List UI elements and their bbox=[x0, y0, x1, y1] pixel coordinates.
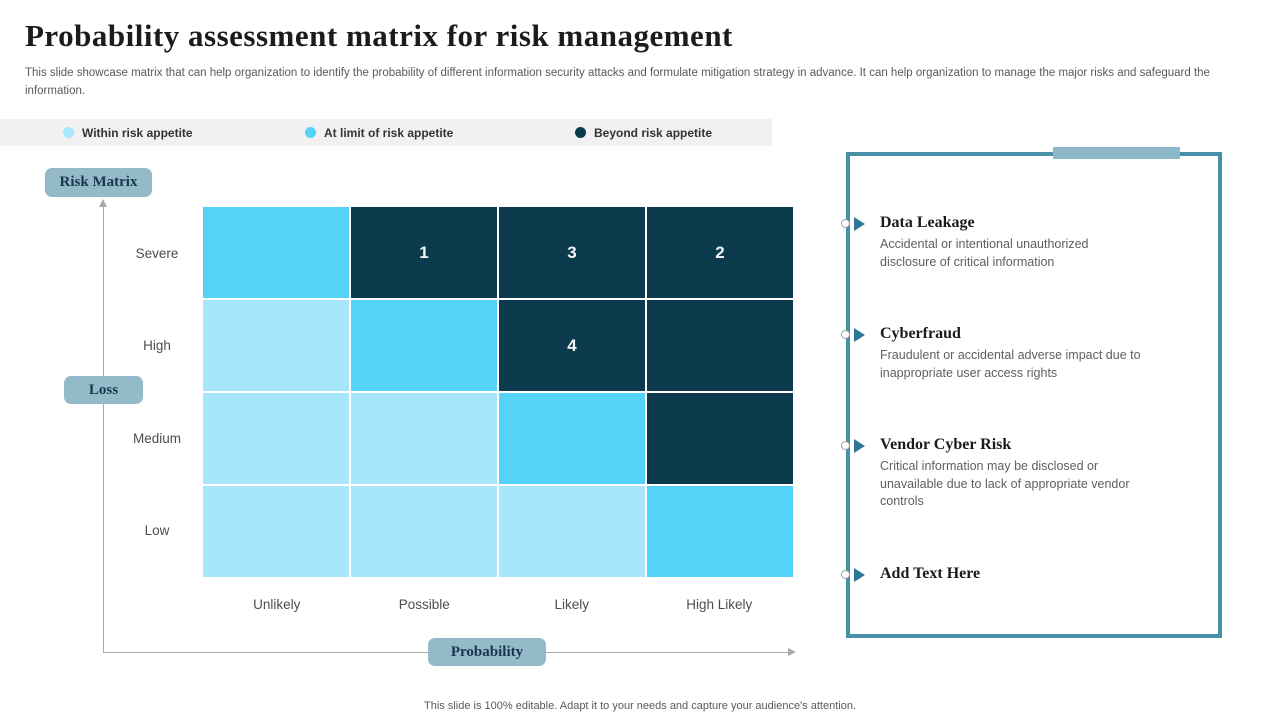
matrix-cell-severe-likely: 3 bbox=[499, 207, 645, 298]
x-axis-arrow-icon bbox=[788, 648, 796, 656]
panel-item-add-text-placeholder[interactable]: Add Text Here bbox=[841, 565, 1218, 583]
connector-circle-icon bbox=[841, 570, 850, 579]
matrix-cell-value: 4 bbox=[567, 335, 577, 355]
panel-item-vendor-cyber-risk: Vendor Cyber Risk Critical information m… bbox=[841, 436, 1218, 511]
matrix-cell-severe-unlikely bbox=[203, 207, 349, 298]
matrix-cell-severe-possible: 1 bbox=[351, 207, 497, 298]
matrix-cell-value: 2 bbox=[715, 242, 725, 262]
probability-axis-badge: Probability bbox=[428, 638, 546, 666]
beyond-risk-appetite-dot-icon bbox=[575, 127, 586, 138]
footer-note: This slide is 100% editable. Adapt it to… bbox=[424, 700, 856, 712]
arrow-right-icon bbox=[854, 439, 865, 453]
legend-item-beyond: Beyond risk appetite bbox=[575, 119, 712, 146]
row-label-low: Low bbox=[144, 523, 170, 539]
row-label-severe: Severe bbox=[135, 245, 179, 261]
arrow-right-icon bbox=[854, 568, 865, 582]
matrix-cell-medium-unlikely bbox=[203, 393, 349, 484]
matrix-cell-medium-high-likely bbox=[647, 393, 793, 484]
panel-tab bbox=[1053, 147, 1180, 159]
within-risk-appetite-dot-icon bbox=[63, 127, 74, 138]
loss-axis-badge: Loss bbox=[64, 376, 143, 404]
matrix-cell-high-likely: 4 bbox=[499, 300, 645, 391]
matrix-cell-high-possible bbox=[351, 300, 497, 391]
matrix-cell-high-unlikely bbox=[203, 300, 349, 391]
column-label-likely: Likely bbox=[554, 596, 589, 612]
row-label-high: High bbox=[143, 338, 171, 354]
matrix-cell-value: 1 bbox=[419, 242, 429, 262]
legend-item-at-limit: At limit of risk appetite bbox=[305, 119, 453, 146]
matrix-column-labels: Unlikely Possible Likely High Likely bbox=[203, 594, 793, 614]
risk-matrix-grid: 1 3 2 4 bbox=[203, 207, 793, 577]
panel-item-description: Accidental or intentional unauthorized d… bbox=[880, 237, 1089, 269]
panel-item-description: Fraudulent or accidental adverse impact … bbox=[880, 348, 1141, 380]
panel-item-cyberfraud: Cyberfraud Fraudulent or accidental adve… bbox=[841, 325, 1218, 382]
matrix-cell-medium-possible bbox=[351, 393, 497, 484]
connector-circle-icon bbox=[841, 330, 850, 339]
y-axis-line bbox=[103, 207, 104, 652]
matrix-cell-value: 3 bbox=[567, 242, 577, 262]
panel-item-description: Critical information may be disclosed or… bbox=[880, 459, 1130, 508]
column-label-unlikely: Unlikely bbox=[253, 596, 301, 612]
legend-label: Within risk appetite bbox=[82, 125, 193, 140]
matrix-row-labels: Severe High Medium Low bbox=[112, 207, 202, 577]
slide-subtitle: This slide showcase matrix that can help… bbox=[25, 67, 1210, 97]
connector-circle-icon bbox=[841, 219, 850, 228]
arrow-right-icon bbox=[854, 328, 865, 342]
legend: Within risk appetite At limit of risk ap… bbox=[0, 119, 772, 146]
matrix-cell-high-high-likely bbox=[647, 300, 793, 391]
y-axis-arrow-icon bbox=[99, 199, 107, 207]
panel-item-data-leakage: Data Leakage Accidental or intentional u… bbox=[841, 214, 1218, 271]
connector-circle-icon bbox=[841, 441, 850, 450]
risk-matrix-badge: Risk Matrix bbox=[45, 168, 152, 197]
matrix-cell-medium-likely bbox=[499, 393, 645, 484]
arrow-right-icon bbox=[854, 217, 865, 231]
panel-item-title: Add Text Here bbox=[880, 565, 981, 582]
matrix-cell-low-high-likely bbox=[647, 486, 793, 577]
column-label-possible: Possible bbox=[398, 596, 450, 612]
matrix-cell-severe-high-likely: 2 bbox=[647, 207, 793, 298]
panel-item-title: Data Leakage bbox=[880, 214, 975, 231]
panel-item-title: Cyberfraud bbox=[880, 325, 961, 342]
row-label-medium: Medium bbox=[132, 430, 181, 446]
page-title: Probability assessment matrix for risk m… bbox=[25, 18, 733, 53]
matrix-cell-low-unlikely bbox=[203, 486, 349, 577]
at-limit-risk-appetite-dot-icon bbox=[305, 127, 316, 138]
legend-label: Beyond risk appetite bbox=[594, 125, 713, 140]
legend-label: At limit of risk appetite bbox=[324, 125, 454, 140]
risk-details-panel: Data Leakage Accidental or intentional u… bbox=[841, 147, 1222, 638]
legend-item-within: Within risk appetite bbox=[63, 119, 193, 146]
matrix-cell-low-likely bbox=[499, 486, 645, 577]
panel-item-title: Vendor Cyber Risk bbox=[880, 436, 1012, 453]
matrix-cell-low-possible bbox=[351, 486, 497, 577]
column-label-high-likely: High Likely bbox=[686, 596, 753, 612]
